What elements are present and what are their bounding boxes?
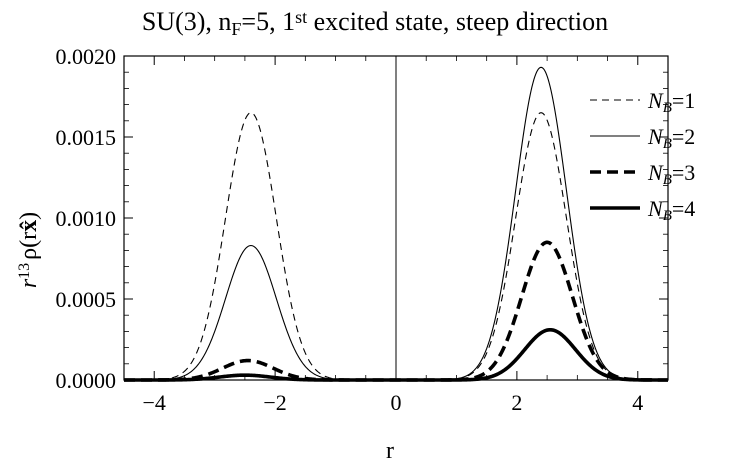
x-axis-label: r — [386, 438, 394, 464]
x-tick-label: −4 — [143, 390, 166, 415]
x-tick-label: 2 — [511, 390, 522, 415]
y-tick-label: 0.0020 — [56, 44, 117, 69]
legend-label-nb3: NB=3 — [647, 160, 695, 188]
series-lines — [124, 66, 668, 382]
y-tick-label: 0.0015 — [56, 125, 117, 150]
y-tick-label: 0.0010 — [56, 206, 117, 231]
series-line-nb1 — [124, 112, 668, 381]
x-tick-label: 4 — [632, 390, 643, 415]
series-line-nb4 — [124, 327, 668, 382]
x-tick-label: −2 — [263, 390, 286, 415]
legend-label-nb4: NB=4 — [647, 196, 695, 224]
chart-title: SU(3), nF=5, 1st excited state, steep di… — [142, 7, 608, 39]
x-tick-label: 0 — [391, 390, 402, 415]
legend-label-nb1: NB=1 — [647, 88, 695, 116]
y-tick-label: 0.0005 — [56, 287, 117, 312]
legend: NB=1 NB=2 NB=3 NB=4 — [590, 88, 695, 224]
y-tick-label: 0.0000 — [56, 368, 117, 393]
y-axis-label: r13ρ(rx̂) — [16, 212, 42, 288]
legend-label-nb2: NB=2 — [647, 124, 695, 152]
plot-frame — [123, 55, 669, 381]
svg-text:r13ρ(rx̂): r13ρ(rx̂) — [16, 212, 42, 288]
axis-ticks: 0.0000 0.0005 0.0010 0.0015 0.0020 −4 −2 0 2 4 — [56, 44, 669, 415]
